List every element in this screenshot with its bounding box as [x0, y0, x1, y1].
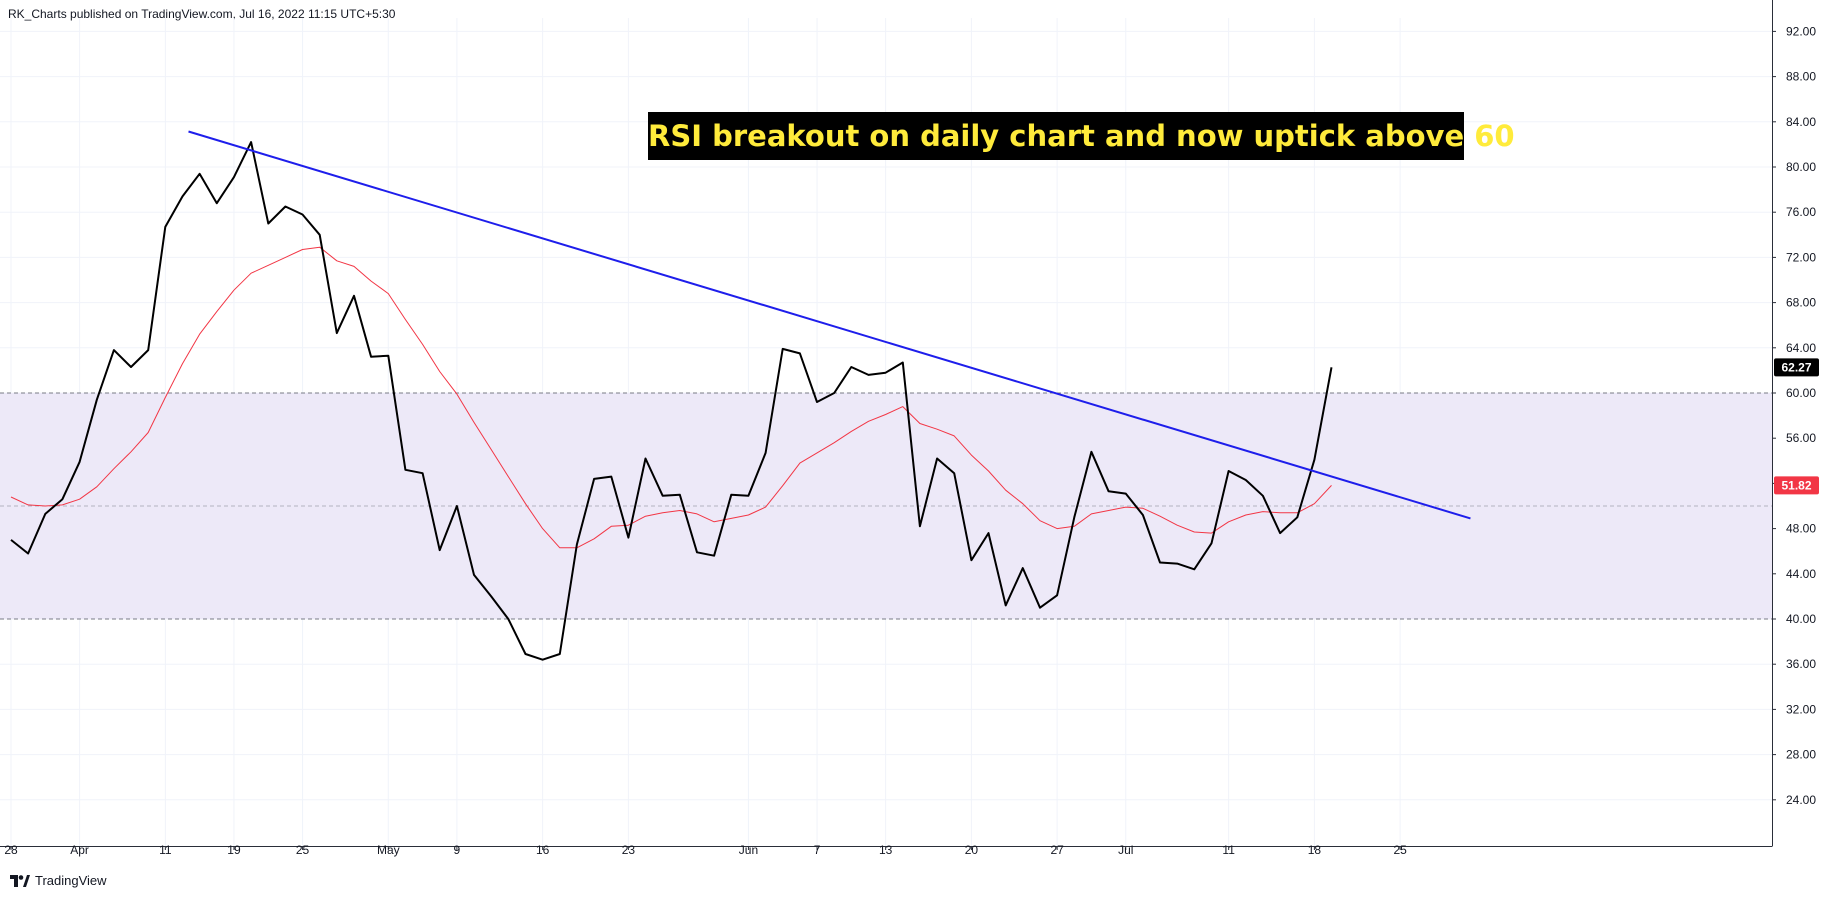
y-tick-label: 76.00	[1786, 205, 1816, 219]
x-tick-label: 27	[1050, 843, 1064, 857]
x-tick-label: 9	[454, 843, 461, 857]
y-tick-label: 60.00	[1786, 386, 1816, 400]
y-tick-label: 72.00	[1786, 250, 1816, 264]
x-tick-label: 18	[1308, 843, 1322, 857]
last-value-badges: 62.27 51.82	[1774, 358, 1819, 495]
x-tick-label: 11	[1222, 843, 1235, 857]
rsi-line	[10, 141, 1333, 661]
x-tick-label: 19	[227, 843, 241, 857]
rsi-ma-line	[10, 246, 1332, 549]
y-tick-label: 40.00	[1786, 612, 1816, 626]
rsi-last-value-badge: 62.27	[1781, 360, 1811, 374]
y-tick-label: 48.00	[1786, 522, 1816, 536]
x-tick-label: 11	[159, 843, 172, 857]
x-tick-label: 20	[965, 843, 979, 857]
resistance-trendline[interactable]	[188, 130, 1471, 520]
y-tick-label: 32.00	[1786, 702, 1816, 716]
rsi-ma-last-value-badge-bg	[1774, 476, 1819, 495]
y-tick-label: 36.00	[1786, 657, 1816, 671]
x-tick-label: 23	[622, 843, 636, 857]
publisher-header: RK_Charts published on TradingView.com, …	[8, 7, 396, 21]
x-tick-label: 7	[814, 843, 821, 857]
x-tick-label: 25	[1393, 843, 1407, 857]
y-tick-label: 80.00	[1786, 160, 1816, 174]
tradingview-logo-icon	[10, 874, 30, 887]
x-tick-label: May	[377, 843, 400, 857]
chart-annotation[interactable]: RSI breakout on daily chart and now upti…	[648, 112, 1515, 160]
x-tick-label: Jun	[739, 843, 758, 857]
time-axis[interactable]: 28 Apr 11 19 25 May 9 16 23 Jun 7 13 20 27 Jul 11 18 25	[4, 843, 1407, 857]
x-tick-label: 28	[4, 843, 18, 857]
y-tick-label: 68.00	[1786, 296, 1816, 310]
rsi-ma-last-value-badge: 51.82	[1781, 478, 1811, 492]
x-tick-label: Jul	[1118, 843, 1133, 857]
tradingview-brand: TradingView	[35, 873, 107, 888]
price-axis[interactable]: 92.00 88.00 84.00 80.00 76.00 72.00 68.00 64.00…	[1772, 24, 1816, 807]
y-tick-label: 88.00	[1786, 70, 1816, 84]
x-tick-label: 13	[879, 843, 893, 857]
y-tick-label: 92.00	[1786, 24, 1816, 38]
y-tick-label: 24.00	[1786, 793, 1816, 807]
series-layer	[10, 141, 1333, 661]
tradingview-footer[interactable]: TradingView	[10, 873, 107, 888]
x-tick-label: 16	[536, 843, 550, 857]
y-tick-label: 64.00	[1786, 341, 1816, 355]
y-tick-label: 56.00	[1786, 431, 1816, 445]
y-tick-label: 44.00	[1786, 567, 1816, 581]
y-tick-label: 84.00	[1786, 115, 1816, 129]
x-tick-label: Apr	[70, 843, 89, 857]
rsi-last-value-badge-bg	[1774, 358, 1819, 377]
x-tick-label: 25	[296, 843, 310, 857]
y-tick-label: 28.00	[1786, 748, 1816, 762]
